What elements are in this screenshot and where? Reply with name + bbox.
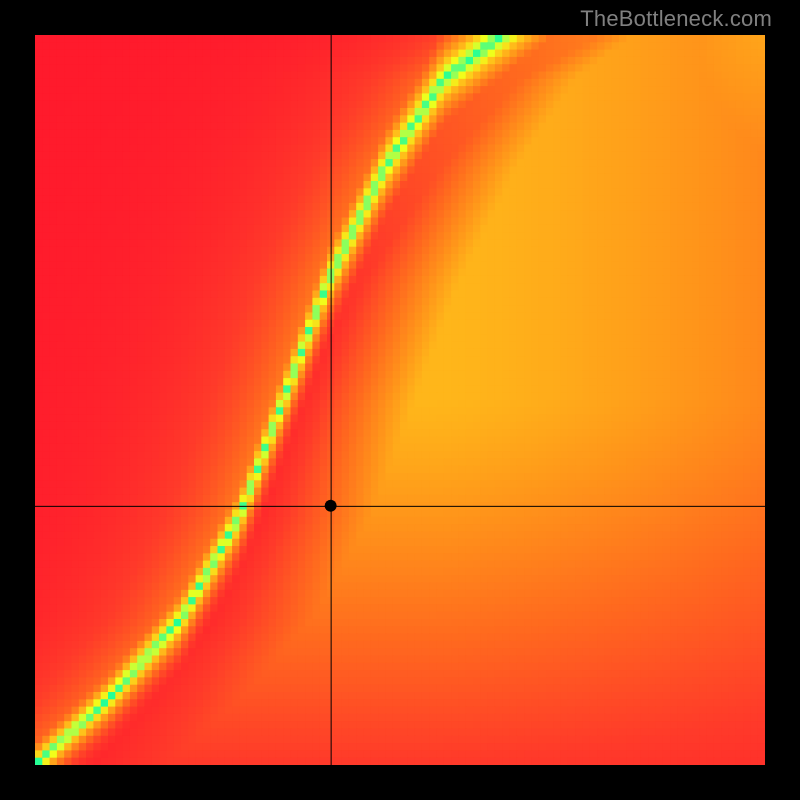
plot-area [35,35,765,765]
heatmap-canvas [35,35,765,765]
watermark-text: TheBottleneck.com [580,6,772,32]
figure-root: TheBottleneck.com [0,0,800,800]
